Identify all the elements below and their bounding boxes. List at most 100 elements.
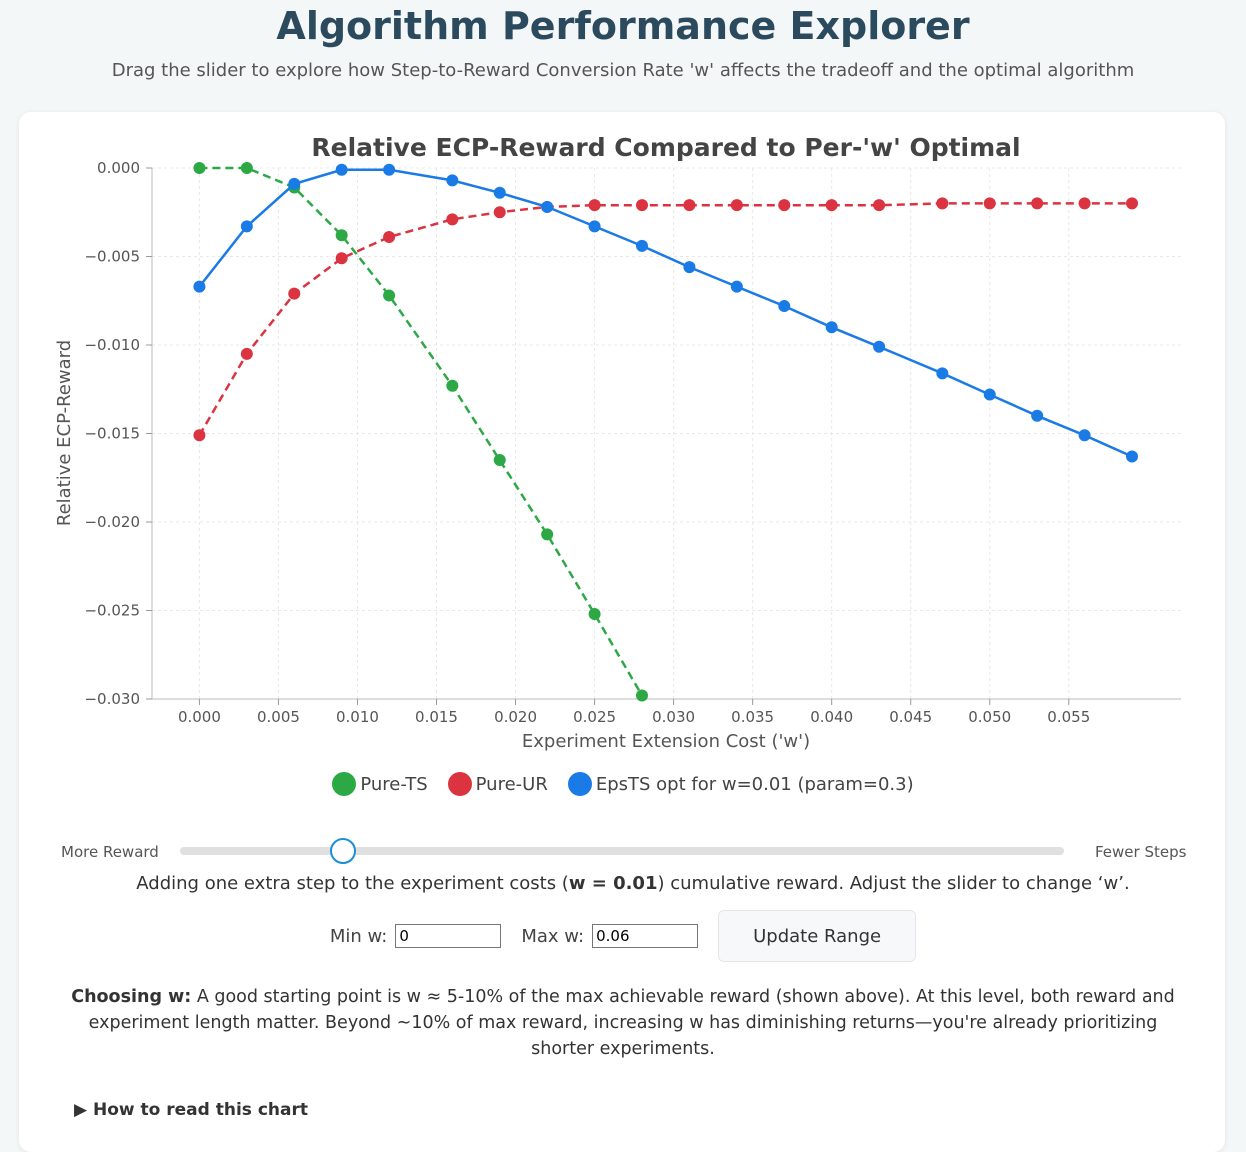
chart-legend: Pure-TS Pure-UR EpsTS opt for w=0.01 (pa… — [0, 772, 1246, 796]
data-point — [383, 163, 396, 176]
series-pure-ts — [193, 162, 648, 702]
data-point — [683, 199, 696, 212]
data-point — [240, 347, 253, 360]
data-point — [193, 162, 206, 174]
data-point — [983, 197, 996, 210]
x-tick-label: 0.015 — [415, 708, 458, 726]
data-point — [493, 454, 506, 467]
data-point — [730, 280, 743, 293]
x-tick-label: 0.010 — [336, 708, 379, 726]
data-point — [193, 280, 206, 293]
data-point — [446, 213, 459, 226]
w-slider-track[interactable] — [180, 847, 1064, 855]
data-point — [1126, 197, 1138, 210]
data-point — [1078, 429, 1091, 442]
legend-swatch-blue-icon — [567, 772, 592, 796]
data-point — [493, 206, 506, 219]
y-tick-label: −0.015 — [84, 425, 140, 443]
data-point — [541, 200, 554, 213]
legend-item-pure-ur[interactable]: Pure-UR — [447, 772, 548, 796]
data-point — [588, 220, 601, 233]
x-tick-label: 0.020 — [494, 708, 537, 726]
legend-item-epsts[interactable]: EpsTS opt for w=0.01 (param=0.3) — [567, 772, 914, 796]
data-point — [1126, 450, 1138, 463]
data-point — [1031, 197, 1044, 210]
x-tick-label: 0.040 — [810, 708, 853, 726]
data-point — [825, 199, 838, 212]
series-line — [199, 166, 644, 697]
x-tick-label: 0.025 — [573, 708, 616, 726]
ecp-reward-chart: Relative ECP-Reward Compared to Per-'w' … — [54, 133, 1181, 752]
y-axis-label: Relative ECP-Reward — [54, 340, 75, 526]
data-point — [193, 429, 206, 442]
data-point — [446, 174, 459, 187]
min-w-input[interactable] — [395, 924, 502, 948]
series-line — [198, 168, 1133, 458]
data-point — [1078, 197, 1091, 210]
w-slider-thumb[interactable] — [330, 838, 357, 864]
data-point — [446, 379, 459, 392]
x-tick-label: 0.005 — [257, 708, 300, 726]
data-point — [636, 239, 648, 252]
data-point — [335, 252, 348, 265]
data-point — [288, 287, 301, 300]
legend-label: EpsTS opt for w=0.01 (param=0.3) — [595, 773, 914, 795]
data-point — [288, 177, 301, 190]
y-tick-label: −0.030 — [84, 690, 140, 708]
chart-series — [193, 162, 1138, 702]
how-to-read-toggle[interactable]: ▶ How to read this chart — [74, 1100, 308, 1120]
data-point — [1031, 409, 1044, 422]
data-point — [825, 321, 838, 334]
data-point — [335, 229, 348, 242]
choosing-w-note: Choosing w: A good starting point is w ≈… — [70, 984, 1176, 1062]
chart-card — [19, 112, 1225, 1152]
note-heading: Choosing w: — [71, 987, 192, 1007]
data-point — [873, 340, 886, 353]
max-w-input[interactable] — [592, 924, 699, 948]
data-point — [335, 163, 348, 176]
slider-label-more-reward: More Reward — [61, 843, 159, 861]
data-point — [493, 186, 506, 199]
x-tick-label: 0.045 — [889, 708, 932, 726]
data-point — [683, 261, 696, 274]
series-pure-ur — [193, 197, 1138, 442]
data-point — [636, 199, 648, 212]
note-text: A good starting point is w ≈ 5-10% of th… — [88, 987, 1175, 1059]
y-tick-label: −0.005 — [84, 248, 140, 266]
chart-axes: 0.000 −0.005 −0.010 −0.015 −0.020 −0.025 −0.03… — [84, 159, 1181, 726]
data-point — [778, 199, 791, 212]
w-value: w = 0.01 — [568, 873, 658, 894]
data-point — [778, 300, 791, 313]
data-point — [730, 199, 743, 212]
y-tick-label: −0.020 — [84, 513, 140, 531]
data-point — [240, 220, 253, 233]
series-epsts-opt-for-w-0-01-param-0-3- — [193, 163, 1138, 463]
min-w-label: Min w: — [329, 925, 388, 947]
explain-prefix: Adding one extra step to the experiment … — [136, 873, 569, 894]
legend-swatch-red-icon — [447, 772, 472, 796]
range-controls: Min w: Max w: Update Range — [0, 910, 1246, 962]
data-point — [383, 289, 396, 302]
data-point — [588, 608, 601, 621]
w-explanation: Adding one extra step to the experiment … — [0, 873, 1246, 894]
data-point — [873, 199, 886, 212]
page-subtitle: Drag the slider to explore how Step-to-R… — [111, 60, 1135, 81]
legend-swatch-green-icon — [332, 772, 357, 796]
data-point — [636, 689, 648, 702]
legend-label: Pure-UR — [475, 773, 548, 795]
x-tick-label: 0.050 — [968, 708, 1011, 726]
legend-label: Pure-TS — [360, 773, 428, 795]
x-axis-label: Experiment Extension Cost ('w') — [522, 731, 810, 752]
data-point — [936, 197, 949, 210]
series-line — [198, 202, 1132, 436]
x-tick-label: 0.030 — [652, 708, 695, 726]
data-point — [983, 388, 996, 401]
page-title: Algorithm Performance Explorer — [276, 4, 970, 48]
chart-grid — [152, 167, 1181, 700]
y-tick-label: −0.025 — [84, 602, 140, 620]
slider-label-fewer-steps: Fewer Steps — [1095, 843, 1187, 861]
chart-title: Relative ECP-Reward Compared to Per-'w' … — [311, 133, 1020, 162]
data-point — [383, 231, 396, 244]
legend-item-pure-ts[interactable]: Pure-TS — [332, 772, 428, 796]
update-range-button[interactable]: Update Range — [718, 910, 917, 962]
